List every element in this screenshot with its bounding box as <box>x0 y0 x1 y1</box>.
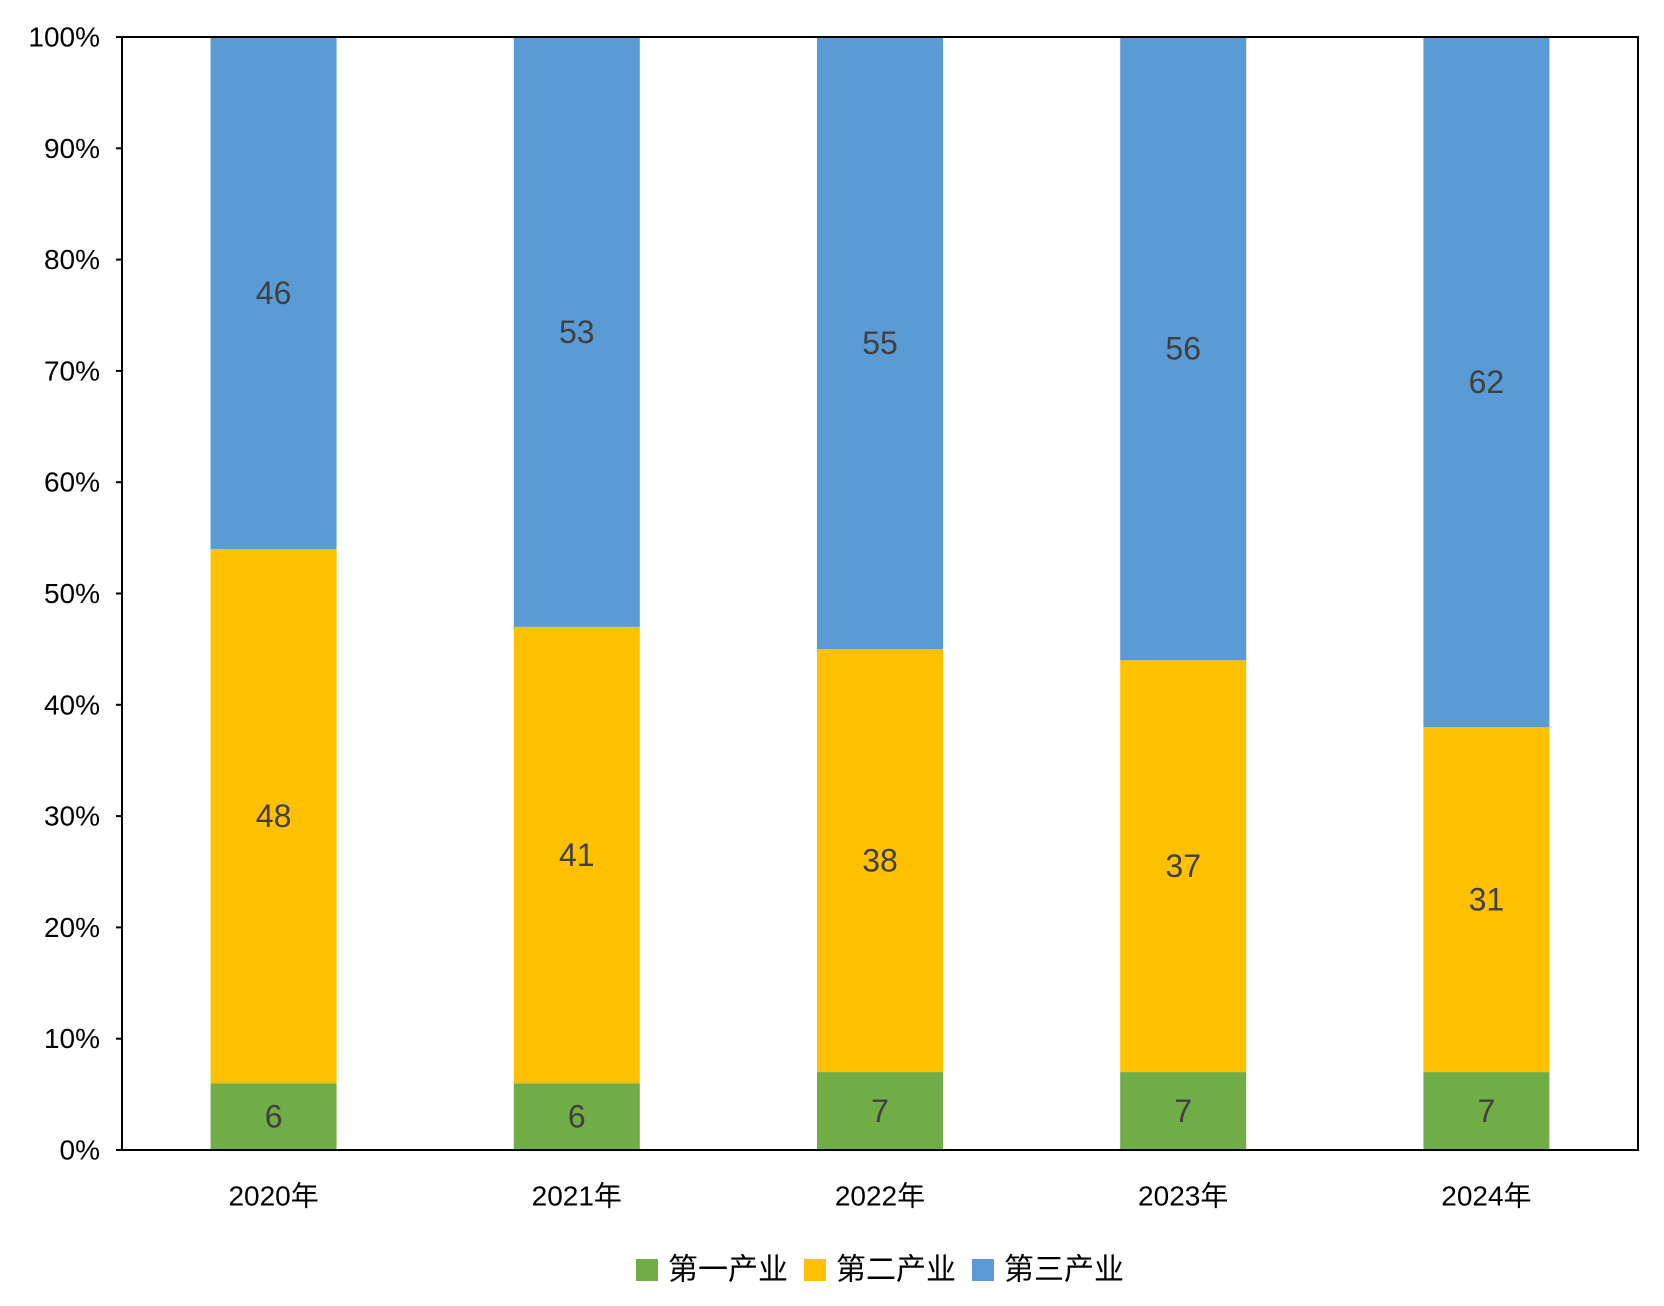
x-tick-label: 2020年 <box>228 1180 318 1211</box>
legend-swatch <box>972 1259 994 1281</box>
bar-segment-2-2 <box>513 626 640 1084</box>
data-label: 56 <box>1165 331 1201 367</box>
bar-segment-3-1 <box>210 37 337 549</box>
y-tick-label: 0% <box>60 1135 100 1166</box>
bar-segment-3-2 <box>513 37 640 627</box>
y-tick-label: 20% <box>44 912 100 943</box>
data-label: 62 <box>1469 364 1505 400</box>
y-tick-label: 10% <box>44 1023 100 1054</box>
bar-segment-1-1 <box>210 1083 337 1150</box>
x-tick-label: 2021年 <box>532 1180 622 1211</box>
legend-label: 第一产业 <box>668 1253 788 1288</box>
legend: 第一产业 第二产业 第三产业 <box>636 1253 1124 1288</box>
y-tick-label: 70% <box>44 355 100 386</box>
bar-segment-3-5 <box>1423 37 1550 728</box>
bar-segment-2-3 <box>817 649 943 1073</box>
bar-segment-3-3 <box>817 37 943 650</box>
bar-segment-2-1 <box>210 548 337 1084</box>
x-tick-label: 2023年 <box>1138 1180 1228 1211</box>
data-label: 48 <box>256 798 292 834</box>
data-label: 7 <box>871 1093 889 1129</box>
x-tick-label: 2022年 <box>835 1180 925 1211</box>
bar-segment-1-2 <box>513 1083 640 1150</box>
data-labels-layer: 6 48 46 6 41 53 7 38 55 7 37 56 7 31 62 <box>256 275 1504 1135</box>
bar-segment-2-5 <box>1423 727 1550 1073</box>
x-tick-label: 2024年 <box>1441 1180 1531 1211</box>
legend-swatch <box>804 1259 826 1281</box>
y-tick-label: 100% <box>28 22 100 53</box>
legend-item-3: 第三产业 <box>972 1253 1124 1288</box>
bars-layer <box>210 37 1550 1150</box>
data-label: 31 <box>1469 882 1505 918</box>
data-label: 37 <box>1165 848 1201 884</box>
bar-segment-1-4 <box>1120 1072 1247 1150</box>
bar-segment-3-4 <box>1120 37 1247 661</box>
data-label: 7 <box>1174 1093 1192 1129</box>
legend-item-2: 第二产业 <box>804 1253 956 1288</box>
bar-segment-1-5 <box>1423 1072 1550 1150</box>
y-tick-label: 80% <box>44 244 100 275</box>
data-label: 53 <box>559 314 595 350</box>
axes-layer: 2020年 2021年 2022年 2023年 2024年 0% 10% 20% 30% 40% 5… <box>28 22 1639 1211</box>
bar-segment-2-4 <box>1120 660 1247 1073</box>
data-label: 41 <box>559 837 595 873</box>
data-label: 46 <box>256 275 292 311</box>
y-tick-label: 90% <box>44 133 100 164</box>
legend-item-1: 第一产业 <box>636 1253 788 1288</box>
data-label: 7 <box>1478 1093 1496 1129</box>
data-label: 6 <box>265 1099 283 1135</box>
y-tick-label: 50% <box>44 578 100 609</box>
legend-label: 第三产业 <box>1004 1253 1124 1288</box>
data-label: 38 <box>862 843 898 879</box>
y-tick-label: 60% <box>44 467 100 498</box>
legend-swatch <box>636 1259 658 1281</box>
data-label: 6 <box>568 1099 586 1135</box>
y-tick-label: 40% <box>44 689 100 720</box>
y-tick-label: 30% <box>44 801 100 832</box>
legend-label: 第二产业 <box>836 1253 956 1288</box>
data-label: 55 <box>862 325 898 361</box>
bar-segment-1-3 <box>817 1072 943 1150</box>
